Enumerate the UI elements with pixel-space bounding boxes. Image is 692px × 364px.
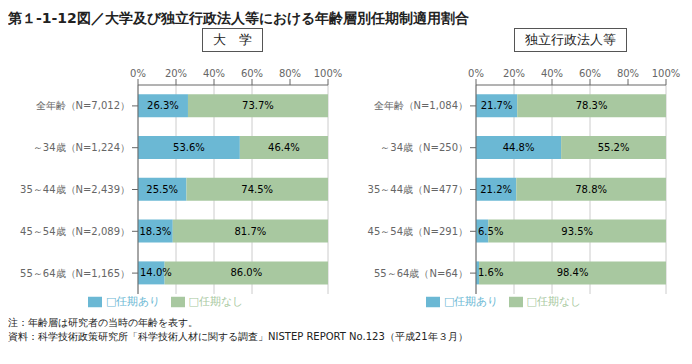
html-text:□任期なし: □任期なし: [526, 295, 581, 308]
svg-text:78.8%: 78.8%: [575, 184, 607, 195]
svg-text:86.0%: 86.0%: [230, 267, 262, 278]
svg-text:93.5%: 93.5%: [561, 226, 593, 237]
html-text:□任期あり: □任期あり: [444, 295, 499, 308]
svg-text:18.3%: 18.3%: [139, 226, 171, 237]
svg-text:100%: 100%: [652, 68, 681, 79]
svg-text:45～54歳（N=291）: 45～54歳（N=291）: [368, 226, 468, 237]
svg-text:0%: 0%: [130, 68, 146, 79]
svg-text:80%: 80%: [617, 68, 639, 79]
svg-text:55.2%: 55.2%: [598, 142, 630, 153]
svg-text:～34歳（N=1,224）: ～34歳（N=1,224）: [33, 142, 130, 153]
html-text:資料：科学技術政策研究所「科学技術人材に関する調査」NIST: 資料：科学技術政策研究所「科学技術人材に関する調査」NISTEP REPORT …: [8, 331, 468, 342]
svg-text:78.3%: 78.3%: [576, 100, 608, 111]
html-text:独立行政法人等: 独立行政法人等: [524, 32, 616, 47]
svg-text:81.7%: 81.7%: [234, 226, 266, 237]
svg-text:73.7%: 73.7%: [242, 100, 274, 111]
svg-text:98.4%: 98.4%: [557, 267, 589, 278]
svg-text:6.5%: 6.5%: [478, 226, 503, 237]
svg-text:55～64歳（N=1,165）: 55～64歳（N=1,165）: [20, 268, 130, 279]
html-text:注：年齢層は研究者の当時の年齢を表す。: 注：年齢層は研究者の当時の年齢を表す。: [8, 317, 198, 328]
svg-text:35～44歳（N=477）: 35～44歳（N=477）: [368, 184, 468, 195]
svg-text:45～54歳（N=2,089）: 45～54歳（N=2,089）: [20, 226, 130, 237]
svg-text:53.6%: 53.6%: [173, 142, 205, 153]
svg-text:44.8%: 44.8%: [503, 142, 535, 153]
svg-text:74.5%: 74.5%: [241, 184, 273, 195]
svg-text:14.0%: 14.0%: [140, 267, 172, 278]
svg-text:26.3%: 26.3%: [147, 100, 179, 111]
svg-text:20%: 20%: [503, 68, 525, 79]
svg-text:46.4%: 46.4%: [268, 142, 300, 153]
svg-text:80%: 80%: [279, 68, 301, 79]
svg-text:60%: 60%: [241, 68, 263, 79]
svg-text:55～64歳（N=64）: 55～64歳（N=64）: [374, 268, 468, 279]
svg-text:1.6%: 1.6%: [478, 267, 503, 278]
svg-text:60%: 60%: [579, 68, 601, 79]
svg-text:～34歳（N=250）: ～34歳（N=250）: [380, 142, 468, 153]
svg-text:21.2%: 21.2%: [480, 184, 512, 195]
svg-text:35～44歳（N=2,439）: 35～44歳（N=2,439）: [20, 184, 130, 195]
svg-text:0%: 0%: [468, 68, 484, 79]
html-text:第１-1-12図／大学及び独立行政法人等における年齢層別任期: 第１-1-12図／大学及び独立行政法人等における年齢層別任期制適用割合: [8, 10, 469, 26]
html-text:大 学: 大 学: [212, 32, 252, 47]
svg-text:20%: 20%: [165, 68, 187, 79]
svg-text:100%: 100%: [314, 68, 343, 79]
svg-text:全年齢（N=1,084）: 全年齢（N=1,084）: [374, 100, 469, 111]
html-text:□任期なし: □任期なし: [188, 295, 243, 308]
svg-text:40%: 40%: [541, 68, 563, 79]
svg-text:40%: 40%: [203, 68, 225, 79]
svg-text:21.7%: 21.7%: [481, 100, 513, 111]
svg-text:全年齢（N=7,012）: 全年齢（N=7,012）: [36, 100, 131, 111]
html-text:□任期あり: □任期あり: [106, 295, 161, 308]
svg-text:25.5%: 25.5%: [146, 184, 178, 195]
